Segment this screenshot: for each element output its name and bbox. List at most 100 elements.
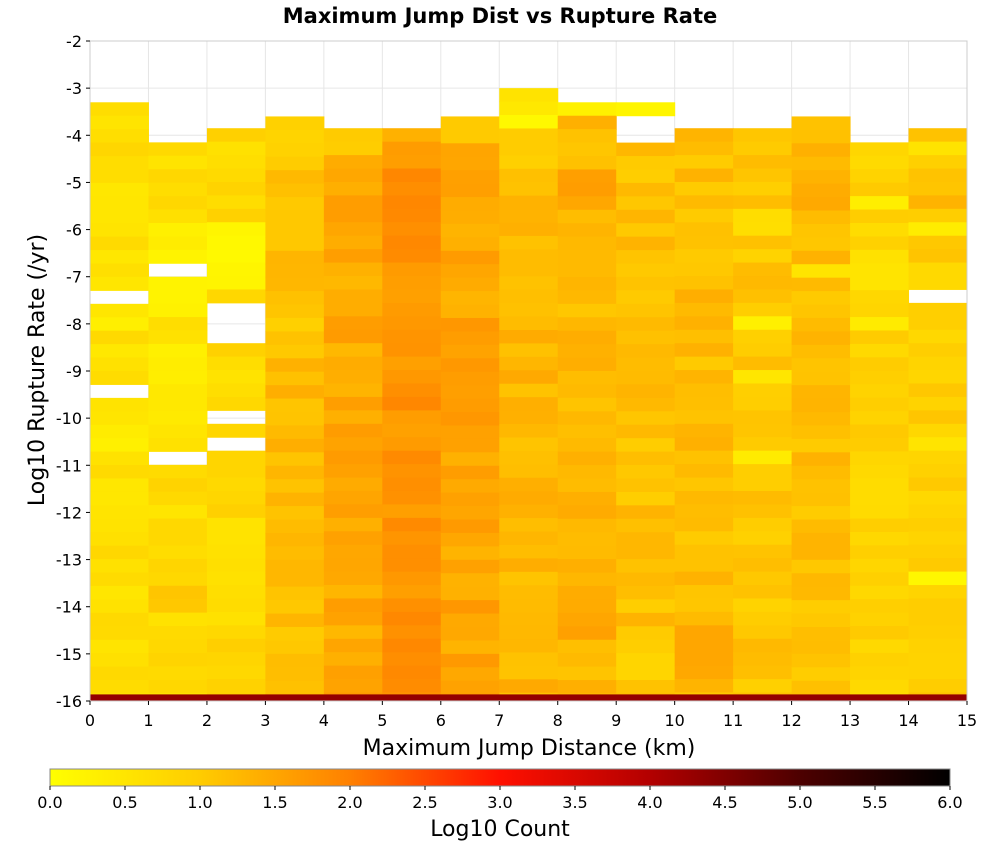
heatmap-cell [148, 370, 208, 385]
heatmap-cell [382, 208, 442, 223]
heatmap-cell [908, 235, 968, 250]
heatmap-cell [440, 532, 500, 547]
heatmap-cell [850, 263, 910, 278]
heatmap-cell [674, 437, 734, 452]
heatmap-cell [616, 451, 676, 466]
heatmap-cell [850, 142, 910, 157]
colorbar-tick-label: 4.5 [712, 793, 737, 812]
heatmap-cell [499, 370, 559, 385]
heatmap-cell [382, 450, 442, 465]
heatmap-cell [908, 410, 968, 425]
heatmap-cell [382, 289, 442, 304]
heatmap-cell [206, 665, 266, 680]
heatmap-cell [908, 155, 968, 170]
heatmap-cell [791, 197, 851, 211]
heatmap-cell [90, 545, 149, 560]
heatmap-cell [382, 490, 442, 505]
heatmap-cell [148, 182, 208, 197]
heatmap-cell [90, 599, 149, 614]
heatmap-cell [206, 370, 266, 384]
heatmap-cell [206, 450, 266, 465]
heatmap-cell [206, 692, 266, 695]
heatmap-cell [382, 477, 442, 492]
heatmap-cell [908, 692, 968, 695]
heatmap-cell [908, 611, 968, 626]
heatmap-cell [674, 289, 734, 304]
heatmap-cell [908, 168, 968, 183]
heatmap-cell [148, 693, 208, 695]
heatmap-cell [616, 303, 676, 318]
heatmap-cell [90, 330, 149, 345]
heatmap-cell [733, 356, 793, 371]
x-tick-label: 6 [436, 711, 446, 730]
heatmap-cell [733, 490, 793, 505]
heatmap-cell [90, 236, 149, 251]
heatmap-cell [148, 585, 208, 600]
heatmap-cell [148, 249, 208, 264]
colorbar-gradient [49, 768, 951, 787]
heatmap-cell [557, 545, 617, 560]
heatmap-cell [616, 384, 676, 399]
heatmap-cell [323, 571, 383, 586]
heatmap-cell [499, 531, 559, 546]
heatmap-cell [850, 303, 910, 318]
heatmap-cell [382, 222, 442, 237]
heatmap-cell [265, 586, 325, 601]
y-tick-label: -5 [66, 173, 82, 192]
chart-title: Maximum Jump Dist vs Rupture Rate [283, 4, 717, 28]
heatmap-cell [850, 491, 910, 506]
heatmap-cell [440, 546, 500, 561]
heatmap-cell [616, 693, 676, 695]
heatmap-cell [616, 357, 676, 372]
heatmap-cell [908, 598, 968, 613]
heatmap-cell [206, 679, 266, 694]
heatmap-cell [791, 559, 851, 574]
heatmap-cell [440, 573, 500, 588]
heatmap-cell [557, 371, 617, 385]
heatmap-cell [323, 437, 383, 452]
heatmap-cell [733, 544, 793, 559]
heatmap-cell [557, 209, 617, 224]
heatmap-cell [791, 438, 851, 453]
heatmap-cell [499, 168, 559, 183]
heatmap-cell [674, 531, 734, 546]
heatmap-cell [908, 585, 968, 599]
heatmap-cell [733, 249, 793, 264]
heatmap-cell [90, 169, 149, 184]
heatmap-cell [850, 652, 910, 667]
heatmap-cell [499, 410, 559, 425]
heatmap-cell [265, 680, 325, 695]
heatmap-cell [674, 544, 734, 559]
heatmap-cell [382, 410, 442, 425]
heatmap-cell [499, 639, 559, 653]
heatmap-cell [382, 302, 442, 317]
heatmap-cell [499, 437, 559, 452]
heatmap-cell [440, 197, 500, 211]
heatmap-cell [90, 196, 149, 211]
heatmap-cell [440, 317, 500, 332]
heatmap-cell [323, 155, 383, 170]
heatmap-cell [616, 545, 676, 560]
heatmap-cell [265, 385, 325, 400]
heatmap-cell [557, 330, 617, 345]
heatmap-cell [90, 505, 149, 520]
heatmap-cell [674, 477, 734, 492]
heatmap-cell [90, 559, 149, 574]
heatmap-cell [323, 370, 383, 384]
heatmap-cell [265, 197, 325, 211]
heatmap-cell [674, 638, 734, 653]
heatmap-cell [674, 195, 734, 210]
heatmap-cell [908, 437, 968, 452]
heatmap-cell [382, 235, 442, 250]
heatmap-cell [850, 276, 910, 291]
heatmap-cell [148, 330, 208, 345]
heatmap-cell [908, 262, 968, 277]
heatmap-cell [908, 665, 968, 680]
heatmap-cell [206, 652, 266, 667]
heatmap-cell [674, 316, 734, 331]
heatmap-cell [382, 571, 442, 586]
heatmap-cell [908, 128, 968, 143]
colorbar-tick-label: 2.0 [337, 793, 362, 812]
heatmap-cell [90, 303, 149, 318]
